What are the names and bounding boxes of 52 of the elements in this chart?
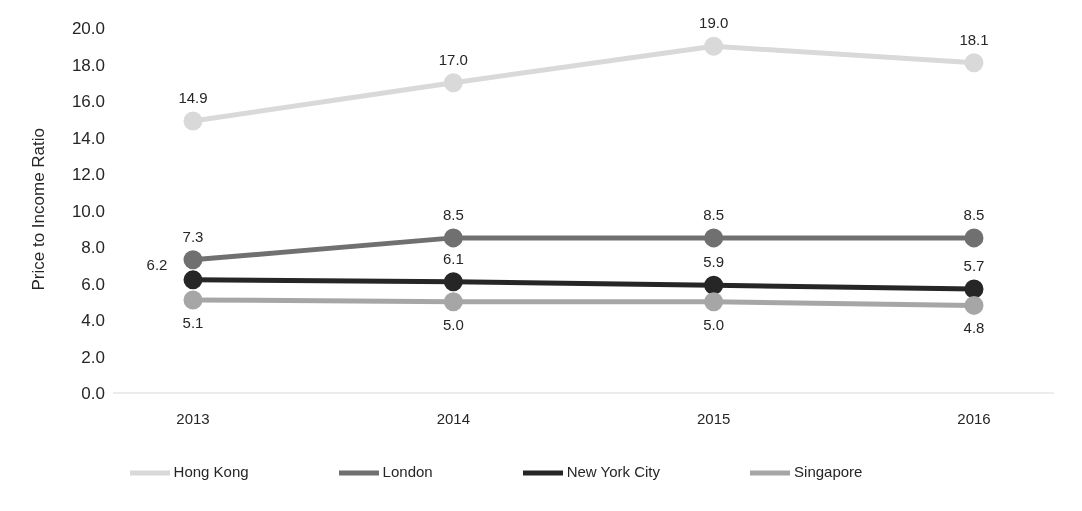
data-label: 5.1 — [182, 313, 204, 331]
data-label: 6.1 — [442, 249, 464, 267]
x-tick-label: 2014 — [436, 409, 471, 427]
x-tick-label: 2013 — [176, 409, 210, 427]
data-label: 5.9 — [703, 253, 725, 271]
y-axis-title: Price to Income Ratio — [29, 127, 49, 291]
point — [443, 228, 463, 248]
y-tick-label: 2.0 — [81, 347, 105, 367]
y-tick-label: 18.0 — [71, 55, 105, 75]
y-tick-label: 14.0 — [71, 128, 105, 148]
legend-label: Hong Kong — [173, 462, 249, 480]
point — [704, 292, 724, 312]
data-label: 8.5 — [963, 205, 985, 223]
data-label: 7.3 — [182, 227, 204, 245]
data-label: 5.0 — [442, 315, 464, 333]
data-label: 18.1 — [959, 30, 989, 48]
point — [964, 295, 984, 315]
y-tick-label: 8.0 — [81, 238, 105, 258]
legend-label: New York City — [566, 462, 661, 480]
x-tick-label: 2016 — [957, 409, 991, 427]
legend-label: Singapore — [794, 462, 863, 480]
point — [443, 292, 463, 312]
y-tick-label: 6.0 — [81, 274, 105, 294]
point — [704, 36, 724, 56]
point — [443, 272, 463, 292]
point — [964, 228, 984, 248]
y-tick-label: 12.0 — [71, 165, 105, 185]
data-label: 4.8 — [963, 319, 985, 337]
y-tick-label: 4.0 — [81, 311, 105, 331]
point — [964, 53, 984, 73]
point — [183, 270, 203, 290]
y-tick-label: 0.0 — [81, 384, 105, 404]
point — [964, 279, 984, 299]
data-label: 5.7 — [963, 256, 985, 274]
point — [183, 111, 203, 131]
data-label: 6.2 — [146, 255, 168, 273]
point — [183, 290, 203, 310]
y-tick-label: 10.0 — [71, 201, 105, 221]
point — [443, 73, 463, 93]
data-label: 19.0 — [699, 14, 729, 32]
data-label: 8.5 — [703, 205, 725, 223]
legend-label: London — [382, 462, 433, 480]
point — [183, 250, 203, 270]
y-tick-label: 20.0 — [71, 19, 105, 39]
data-label: 5.0 — [703, 315, 725, 333]
point — [704, 228, 724, 248]
data-label: 14.9 — [178, 89, 208, 107]
x-tick-label: 2015 — [696, 409, 731, 427]
point — [704, 275, 724, 295]
data-label: 17.0 — [438, 50, 468, 68]
y-tick-label: 16.0 — [71, 92, 105, 112]
data-label: 8.5 — [442, 205, 464, 223]
